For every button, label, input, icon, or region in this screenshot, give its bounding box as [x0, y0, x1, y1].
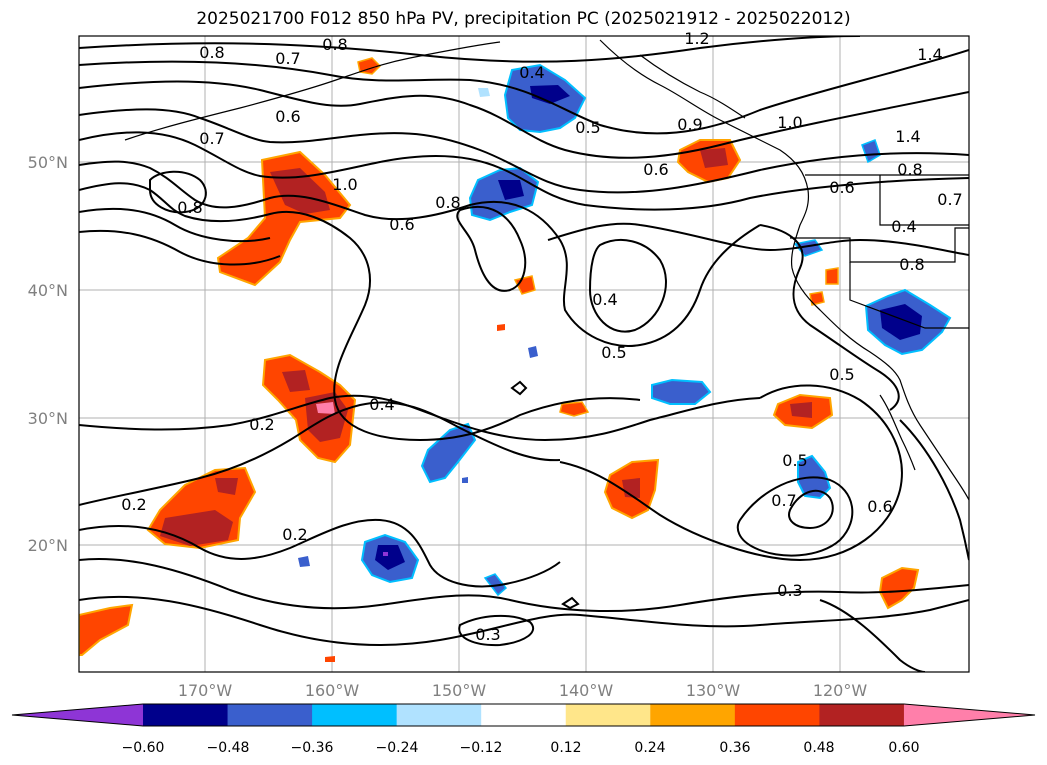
colorbar-tick-label: 0.12 — [550, 740, 581, 756]
contour-label: 0.8 — [435, 193, 460, 212]
colorbar — [11, 703, 1036, 727]
contour-label: 0.6 — [829, 178, 854, 197]
contour-label: 0.6 — [275, 107, 300, 126]
pv-contours — [79, 36, 969, 672]
contour-label: 0.3 — [475, 625, 500, 644]
contour-label: 0.4 — [519, 63, 544, 82]
contour-label: 0.6 — [867, 497, 892, 516]
colorbar-segment — [312, 704, 398, 726]
contour-label: 0.5 — [829, 365, 854, 384]
contour-label: 0.7 — [771, 491, 796, 510]
contour-label: 0.8 — [897, 160, 922, 179]
colorbar-outline — [11, 703, 1036, 727]
contour-label: 0.2 — [249, 415, 274, 434]
lon-label: 150°W — [432, 681, 487, 700]
colorbar-segment — [650, 704, 736, 726]
latitude-labels: 50°N 40°N 30°N 20°N — [28, 153, 68, 555]
contour-label: 0.4 — [592, 290, 617, 309]
colorbar-tick-label: −0.60 — [122, 740, 165, 756]
colorbar-tick-label: −0.12 — [460, 740, 503, 756]
contour-label: 0.4 — [369, 395, 394, 414]
lon-label: 130°W — [686, 681, 741, 700]
contour-label: 1.2 — [684, 29, 709, 48]
contour-label: 0.2 — [121, 495, 146, 514]
map-title: 2025021700 F012 850 hPa PV, precipitatio… — [196, 9, 851, 29]
contour-label: 0.2 — [282, 525, 307, 544]
colorbar-segment — [734, 704, 820, 726]
lon-label: 120°W — [813, 681, 868, 700]
contour-label: 0.6 — [389, 215, 414, 234]
lon-label: 140°W — [559, 681, 614, 700]
lat-label: 30°N — [28, 409, 68, 428]
contour-labels: 0.8 0.7 0.8 1.2 1.4 0.4 0.7 0.6 0.5 0.9 … — [121, 29, 962, 644]
positive-precip-areas — [79, 57, 920, 662]
coastlines — [124, 39, 969, 501]
contour-label: 0.5 — [782, 451, 807, 470]
colorbar-tick-label: 0.36 — [719, 740, 750, 756]
colorbar-segment — [481, 704, 567, 726]
contour-label: 0.5 — [575, 118, 600, 137]
map-frame — [78, 35, 970, 673]
contour-label: 0.5 — [601, 343, 626, 362]
contour-label: 0.7 — [275, 49, 300, 68]
lat-label: 50°N — [28, 153, 68, 172]
contour-label: 0.7 — [937, 190, 962, 209]
colorbar-tick-label: −0.36 — [291, 740, 334, 756]
contour-label: 0.4 — [891, 217, 916, 236]
contour-label: 1.0 — [332, 175, 357, 194]
colorbar-segment — [565, 704, 651, 726]
lon-label: 160°W — [305, 681, 360, 700]
colorbar-tick-label: 0.60 — [888, 740, 919, 756]
contour-label: 0.8 — [899, 255, 924, 274]
colorbar-extend-high — [903, 704, 1035, 726]
contour-label: 1.4 — [917, 45, 942, 64]
colorbar-tick-label: 0.24 — [634, 740, 665, 756]
colorbar-segment — [819, 704, 905, 726]
contour-label: 1.0 — [777, 113, 802, 132]
colorbar-segment — [227, 704, 313, 726]
contour-label: 0.3 — [777, 581, 802, 600]
lat-label: 20°N — [28, 536, 68, 555]
colorbar-tick-label: −0.24 — [376, 740, 419, 756]
contour-label: 0.6 — [643, 160, 668, 179]
contour-label: 0.7 — [199, 129, 224, 148]
colorbar-tick-labels: −0.60 −0.48 −0.36 −0.24 −0.12 0.12 0.24 … — [122, 740, 920, 756]
contour-label: 0.8 — [322, 35, 347, 54]
lat-label: 40°N — [28, 281, 68, 300]
colorbar-segment — [396, 704, 482, 726]
contour-label: 0.8 — [177, 198, 202, 217]
colorbar-segment — [143, 704, 229, 726]
longitude-labels: 170°W 160°W 150°W 140°W 130°W 120°W — [178, 681, 868, 700]
colorbar-extend-low — [12, 704, 143, 726]
lon-label: 170°W — [178, 681, 233, 700]
colorbar-tick-label: −0.48 — [207, 740, 250, 756]
contour-label: 0.9 — [677, 115, 702, 134]
colorbar-tick-label: 0.48 — [803, 740, 834, 756]
contour-label: 1.4 — [895, 127, 920, 146]
contour-label: 0.8 — [199, 43, 224, 62]
